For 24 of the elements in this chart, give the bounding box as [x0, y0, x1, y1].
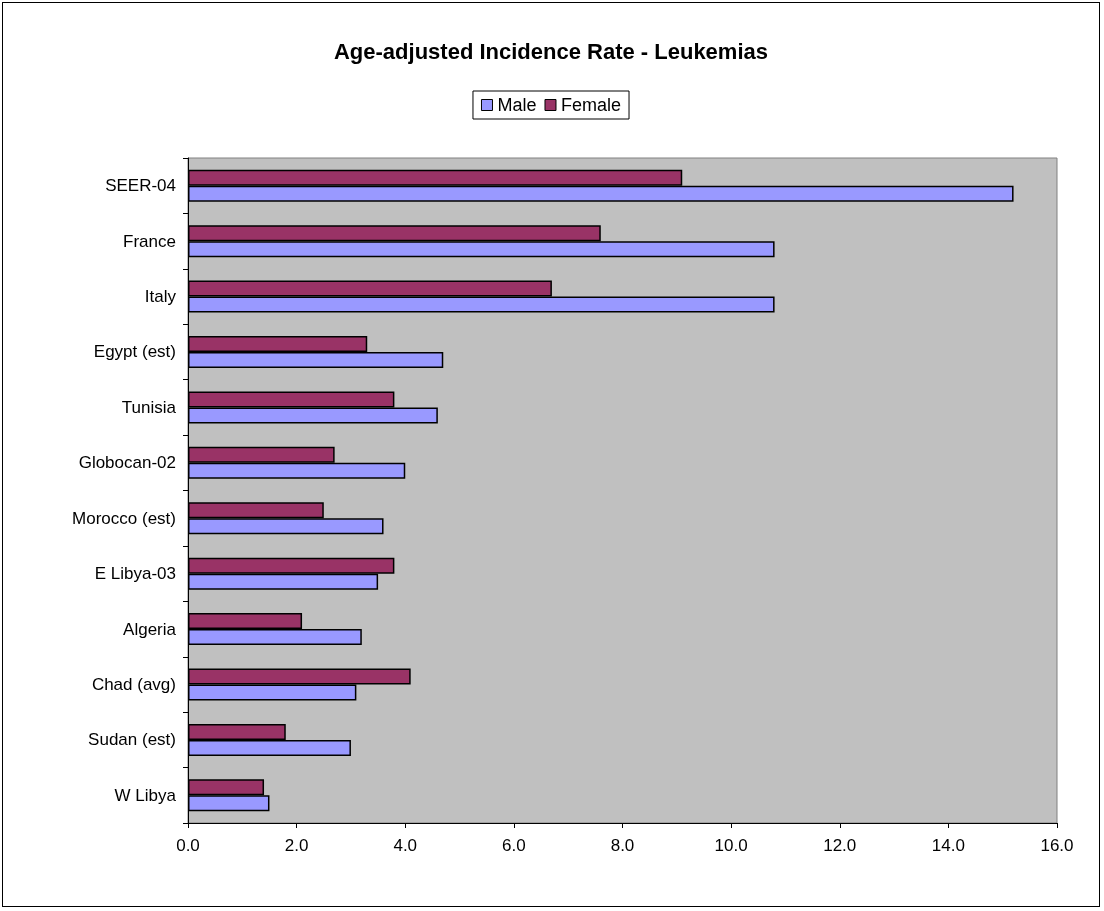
x-tick-label: 4.0	[393, 836, 418, 855]
y-tick-label: Tunisia	[121, 397, 177, 417]
x-tick-label: 2.0	[284, 836, 309, 855]
y-tick-label: Globocan-02	[78, 453, 176, 473]
y-tick-label: W Libya	[114, 785, 177, 805]
y-tick-label: Egypt (est)	[93, 342, 176, 362]
x-tick-label: 0.0	[176, 836, 200, 855]
y-tick-label: Chad (avg)	[91, 674, 176, 694]
y-tick-label: France	[123, 231, 176, 251]
y-tick-label: SEER-04	[105, 176, 176, 196]
legend-label: Female	[561, 95, 622, 115]
legend-label: Male	[497, 95, 537, 115]
x-tick-label: 6.0	[502, 836, 526, 855]
x-tick-label: 16.0	[1040, 836, 1074, 855]
y-tick-label: Sudan (est)	[88, 730, 176, 750]
x-tick-label: 8.0	[610, 836, 635, 855]
y-tick-label: Italy	[144, 287, 177, 307]
y-tick-label: E Libya-03	[94, 564, 176, 584]
x-tick-label: 12.0	[823, 836, 857, 855]
y-tick-label: Algeria	[123, 619, 177, 639]
x-tick-label: 14.0	[931, 836, 965, 855]
y-tick-label: Morocco (est)	[72, 508, 176, 528]
chart-title: Age-adjusted Incidence Rate - Leukemias	[333, 38, 769, 64]
x-tick-label: 10.0	[714, 836, 748, 855]
